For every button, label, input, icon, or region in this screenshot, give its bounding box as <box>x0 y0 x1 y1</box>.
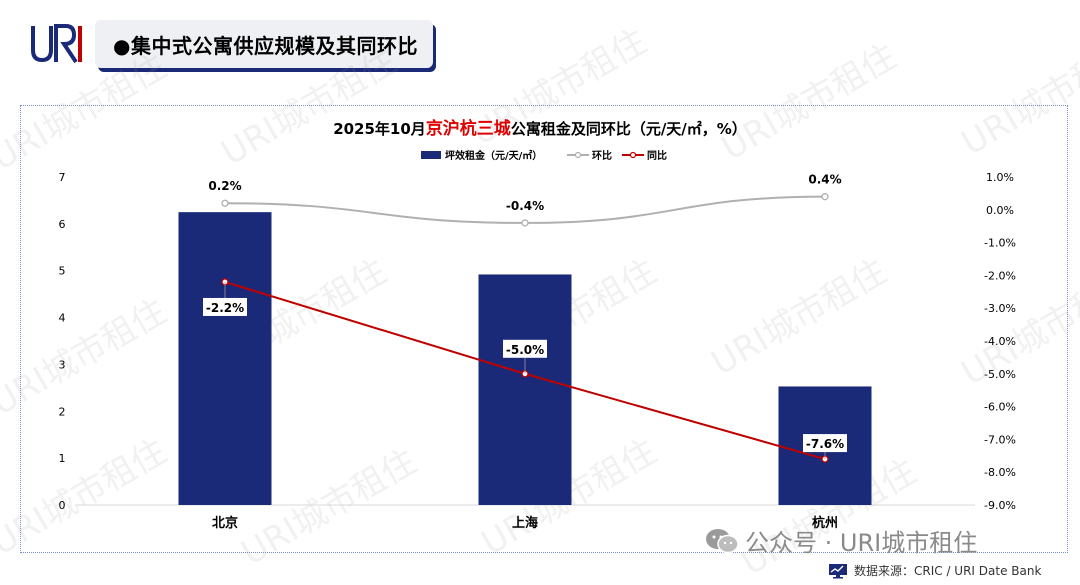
left-tick-label: 6 <box>59 218 66 231</box>
mom-data-label: -0.4% <box>506 199 544 213</box>
right-axis: 1.0% 0.0% -1.0% -2.0% -3.0% -4.0% -5.0% -6.0% -7… <box>984 171 1016 512</box>
right-tick-label: -4.0% <box>984 335 1016 348</box>
left-tick-label: 0 <box>59 499 66 512</box>
left-tick-label: 7 <box>59 171 66 184</box>
wechat-credit: 公众号 · URI城市租住 <box>705 523 977 558</box>
legend-bar-label: 坪效租金（元/天/㎡） <box>445 149 542 162</box>
yoy-data-label: -2.2% <box>206 301 244 315</box>
mom-point <box>821 193 829 201</box>
mom-data-label: 0.4% <box>808 173 841 187</box>
right-tick-label: -5.0% <box>984 368 1016 381</box>
chart-title-pre: 2025年10月 <box>333 120 426 138</box>
category-label: 上海 <box>512 515 538 531</box>
category-label: 北京 <box>212 515 238 531</box>
yoy-data-label: -5.0% <box>506 343 544 357</box>
yoy-label-bg <box>203 297 247 316</box>
yoy-series: -2.2% -5.0% -7.6% <box>203 278 847 463</box>
right-tick-label: 1.0% <box>986 171 1014 184</box>
right-tick-label: 0.0% <box>986 204 1014 217</box>
section-title-text: ●集中式公寓供应规模及其同环比 <box>113 33 418 58</box>
chart-title-highlight: 京沪杭三城 <box>426 118 511 139</box>
right-tick-label: -3.0% <box>984 302 1016 315</box>
mom-data-label: 0.2% <box>208 179 241 193</box>
right-tick-label: -8.0% <box>984 466 1016 479</box>
data-source: 数据来源：CRIC / URI Date Bank <box>828 562 1041 579</box>
left-tick-label: 4 <box>59 312 66 325</box>
yoy-label-bg <box>503 339 547 358</box>
section-title: ●集中式公寓供应规模及其同环比 <box>95 20 433 68</box>
legend-bar-swatch <box>421 151 441 159</box>
bar-上海 <box>478 274 572 505</box>
legend-mom-label: 环比 <box>592 149 612 162</box>
chart-monitor-icon <box>829 563 847 578</box>
mom-point <box>221 199 229 207</box>
right-tick-label: -7.0% <box>984 433 1016 446</box>
right-tick-label: -2.0% <box>984 269 1016 282</box>
yoy-data-label: -7.6% <box>806 437 844 451</box>
legend-yoy-label: 同比 <box>647 149 667 162</box>
category-label: 杭州 <box>812 515 838 531</box>
legend-yoy-marker <box>629 151 637 159</box>
category-labels: 北京 上海 杭州 <box>212 515 838 531</box>
uri-logo <box>31 24 82 64</box>
wechat-credit-text: 公众号 · URI城市租住 <box>745 529 978 557</box>
chart-title: 2025年10月京沪杭三城公寓租金及同环比（元/天/㎡，%） <box>333 118 747 139</box>
chart-frame <box>20 105 1068 553</box>
legend-mom-marker <box>574 151 582 159</box>
data-source-text: 数据来源：CRIC / URI Date Bank <box>854 564 1042 578</box>
left-tick-label: 3 <box>59 358 66 371</box>
mom-series: 0.2% -0.4% 0.4% <box>208 173 842 227</box>
right-tick-label: -6.0% <box>984 401 1016 414</box>
yoy-label-bg <box>803 434 847 453</box>
left-tick-label: 1 <box>59 452 66 465</box>
right-tick-label: -9.0% <box>984 499 1016 512</box>
chart-title-post: 公寓租金及同环比（元/天/㎡，%） <box>511 120 747 138</box>
left-tick-label: 2 <box>59 405 66 418</box>
wechat-icon <box>706 528 739 553</box>
bar-北京 <box>178 212 272 505</box>
mom-point <box>521 219 529 227</box>
left-axis: 0 1 2 3 4 5 6 7 <box>59 171 66 512</box>
right-tick-label: -1.0% <box>984 237 1016 250</box>
legend: 坪效租金（元/天/㎡） 环比 同比 <box>421 149 667 162</box>
left-tick-label: 5 <box>59 265 66 278</box>
